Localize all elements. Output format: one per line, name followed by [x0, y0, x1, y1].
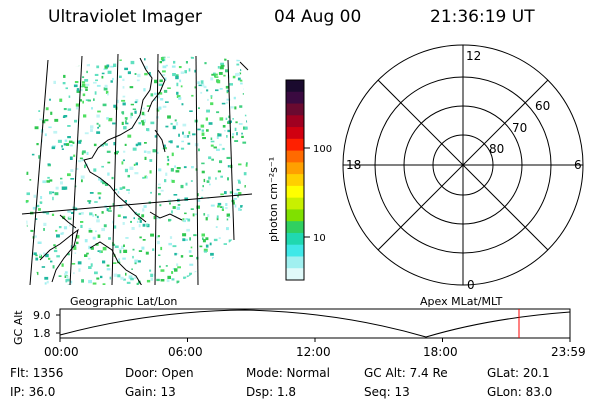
xtick-label-0600: 06:00 — [168, 345, 203, 359]
mlt-label-6: 6 — [574, 158, 582, 172]
colorbar-band — [286, 138, 304, 152]
colorbar-tick-label-100: 100 — [313, 144, 332, 155]
colorbar-band — [286, 268, 304, 281]
colorbar-band — [286, 185, 304, 199]
lat-label-60: 60 — [535, 99, 550, 113]
colorbar-bands — [286, 80, 304, 281]
info-seq: Seq: 13 — [364, 385, 410, 399]
colorbar: 100 10 photon cm⁻²s⁻¹ — [267, 79, 332, 281]
altitude-curve — [59, 309, 571, 338]
xtick-label-1800: 18:00 — [423, 345, 458, 359]
time-label: 21:36:19 UT — [430, 7, 535, 27]
colorbar-band — [286, 162, 304, 175]
colorbar-band — [286, 103, 304, 116]
altitude-plot-frame — [59, 308, 571, 339]
info-flt: Flt: 1356 — [10, 366, 64, 380]
xtick-label-2359: 23:59 — [551, 345, 586, 359]
info-ip: IP: 36.0 — [10, 385, 56, 399]
colorbar-band — [286, 80, 304, 93]
colorbar-band — [286, 150, 304, 163]
polar-labels: 12 18 6 0 60 70 80 — [346, 49, 582, 292]
graticule — [21, 53, 253, 286]
xtick-label-1200: 12:00 — [296, 345, 331, 359]
caption-geographic: Geographic Lat/Lon — [70, 295, 177, 308]
mlt-label-0: 0 — [467, 278, 475, 292]
lat-label-80: 80 — [489, 142, 504, 156]
info-gc-alt: GC Alt: 7.4 Re — [364, 366, 448, 380]
coastlines — [39, 57, 183, 286]
aurora-emission-speckles — [25, 56, 249, 286]
ytick-label-9: 9.0 — [33, 309, 51, 322]
colorbar-band — [286, 209, 304, 222]
altitude-plot: 9.0 1.8 GC Alt 00:00 06:00 12:00 18:00 2… — [12, 308, 586, 359]
polar-diagonal-2 — [377, 79, 549, 251]
info-dsp: Dsp: 1.8 — [246, 385, 297, 399]
info-glon: GLon: 83.0 — [487, 385, 553, 399]
colorbar-band — [286, 91, 304, 105]
colorbar-band — [286, 127, 304, 140]
colorbar-band — [286, 244, 304, 257]
colorbar-band — [286, 197, 304, 210]
info-glat: GLat: 20.1 — [487, 366, 550, 380]
mlt-label-18: 18 — [346, 158, 361, 172]
caption-apex: Apex MLat/MLT — [420, 295, 503, 308]
colorbar-band — [286, 221, 304, 234]
info-gain: Gain: 13 — [125, 385, 176, 399]
colorbar-band — [286, 232, 304, 246]
ytick-label-1-8: 1.8 — [33, 327, 51, 340]
altitude-ylabel: GC Alt — [12, 310, 25, 345]
colorbar-unit-label: photon cm⁻²s⁻¹ — [267, 157, 280, 242]
earth-image — [21, 53, 253, 286]
date-label: 04 Aug 00 — [274, 7, 362, 27]
xtick-label-0000: 00:00 — [44, 345, 79, 359]
instrument-title: Ultraviolet Imager — [48, 7, 202, 27]
info-door: Door: Open — [125, 366, 194, 380]
lat-label-70: 70 — [512, 121, 527, 135]
colorbar-band — [286, 115, 304, 128]
colorbar-tick-label-10: 10 — [313, 233, 326, 244]
colorbar-frame — [285, 79, 305, 281]
mlt-label-12: 12 — [466, 49, 481, 63]
colorbar-band — [286, 256, 304, 269]
polar-plot — [342, 44, 584, 286]
colorbar-band — [286, 174, 304, 187]
info-mode: Mode: Normal — [246, 366, 330, 380]
